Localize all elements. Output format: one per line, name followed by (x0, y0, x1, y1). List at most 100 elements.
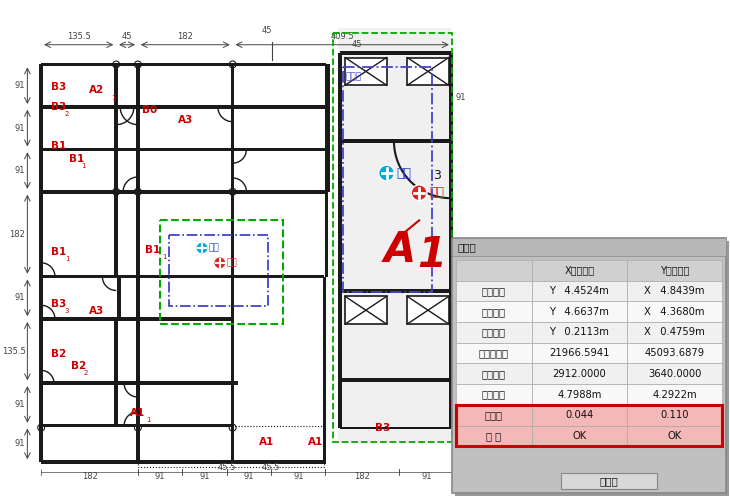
Text: Y   0.2113m: Y 0.2113m (550, 328, 610, 338)
Bar (627, 322, 722, 343)
Text: B1: B1 (51, 142, 66, 152)
Text: Y方向壁量: Y方向壁量 (660, 265, 689, 275)
Bar (627, 384, 722, 405)
Bar (41, 148, 326, 151)
Text: 1: 1 (418, 234, 447, 276)
Bar (531, 364, 627, 384)
Text: A1: A1 (308, 438, 323, 448)
Text: B1: B1 (51, 247, 66, 257)
Bar (627, 302, 722, 322)
Bar (627, 280, 722, 301)
Text: 1: 1 (65, 256, 69, 262)
Bar (407, 296, 449, 324)
Text: X   4.8439m: X 4.8439m (645, 286, 704, 296)
Bar (531, 302, 627, 322)
Bar (41, 424, 233, 428)
Bar (323, 276, 326, 462)
Bar (456, 302, 531, 322)
Text: 91: 91 (15, 81, 26, 90)
Text: 剛心: 剛心 (209, 244, 220, 252)
Bar (118, 276, 121, 319)
Text: 確　認: 確 認 (599, 476, 618, 486)
Bar (39, 64, 43, 462)
Bar (340, 290, 450, 294)
Bar (115, 192, 118, 276)
Bar (334, 33, 452, 442)
Bar (41, 190, 326, 194)
Bar (449, 52, 453, 428)
Text: A3: A3 (89, 306, 104, 316)
Bar (456, 343, 531, 363)
Text: 91: 91 (15, 166, 26, 175)
Bar (137, 64, 139, 192)
Text: 182: 182 (177, 32, 193, 41)
Text: 91: 91 (15, 400, 26, 409)
Text: 45.5: 45.5 (218, 462, 236, 471)
Bar (41, 105, 326, 108)
Text: X方向壁量: X方向壁量 (564, 265, 594, 275)
Text: 4.7988m: 4.7988m (557, 390, 602, 400)
Text: 1: 1 (82, 163, 86, 169)
Bar (340, 426, 450, 428)
Text: 45: 45 (352, 40, 362, 49)
Bar (627, 260, 722, 280)
Text: 重心: 重心 (227, 258, 237, 268)
Text: ねじり剛性: ねじり剛性 (479, 348, 509, 358)
Bar (41, 382, 237, 385)
Text: OK: OK (572, 431, 586, 441)
Text: 1: 1 (111, 95, 116, 101)
Text: 91: 91 (155, 472, 166, 482)
Bar (343, 68, 432, 292)
Text: OK: OK (667, 431, 682, 441)
Text: 3: 3 (433, 170, 441, 182)
Text: 91: 91 (15, 440, 26, 448)
Text: 91: 91 (15, 124, 26, 132)
Bar (456, 260, 531, 280)
Bar (452, 238, 726, 493)
Bar (561, 473, 656, 489)
Bar (531, 280, 627, 301)
Bar (41, 62, 326, 66)
Bar (627, 343, 722, 363)
Bar (531, 343, 627, 363)
Text: B3: B3 (375, 422, 391, 432)
Text: A: A (383, 229, 415, 271)
Text: 偏心率: 偏心率 (345, 73, 361, 82)
Bar (531, 426, 627, 446)
Text: 182: 182 (355, 472, 370, 482)
Text: 182: 182 (9, 230, 26, 238)
Text: B3: B3 (51, 82, 66, 92)
Text: Y   4.6637m: Y 4.6637m (550, 306, 610, 316)
Bar (456, 280, 531, 301)
Bar (340, 378, 450, 382)
Text: Y   4.4524m: Y 4.4524m (550, 286, 609, 296)
Text: 91: 91 (199, 472, 210, 482)
Bar (115, 319, 118, 426)
Text: A2: A2 (89, 85, 104, 95)
Text: X   4.3680m: X 4.3680m (645, 306, 704, 316)
Text: 91: 91 (293, 472, 304, 482)
Bar (627, 405, 722, 425)
Bar (531, 260, 627, 280)
Bar (407, 58, 449, 85)
Bar (325, 64, 328, 276)
Text: 91: 91 (456, 92, 466, 102)
Text: 1: 1 (146, 417, 150, 423)
Circle shape (411, 185, 427, 200)
Circle shape (196, 242, 208, 254)
Bar (41, 460, 326, 464)
Text: 2: 2 (84, 370, 88, 376)
Bar (456, 426, 531, 446)
Text: A3: A3 (177, 114, 193, 124)
Text: 45093.6879: 45093.6879 (645, 348, 704, 358)
Text: B1: B1 (69, 154, 85, 164)
Text: 偏心率: 偏心率 (458, 242, 477, 252)
Circle shape (379, 165, 394, 181)
Bar (137, 192, 139, 462)
Text: 偏心率: 偏心率 (485, 410, 503, 420)
Text: 1: 1 (163, 254, 167, 260)
Text: 182: 182 (82, 472, 98, 482)
Bar (234, 190, 328, 194)
Text: B2: B2 (71, 362, 86, 372)
Bar (338, 52, 342, 428)
